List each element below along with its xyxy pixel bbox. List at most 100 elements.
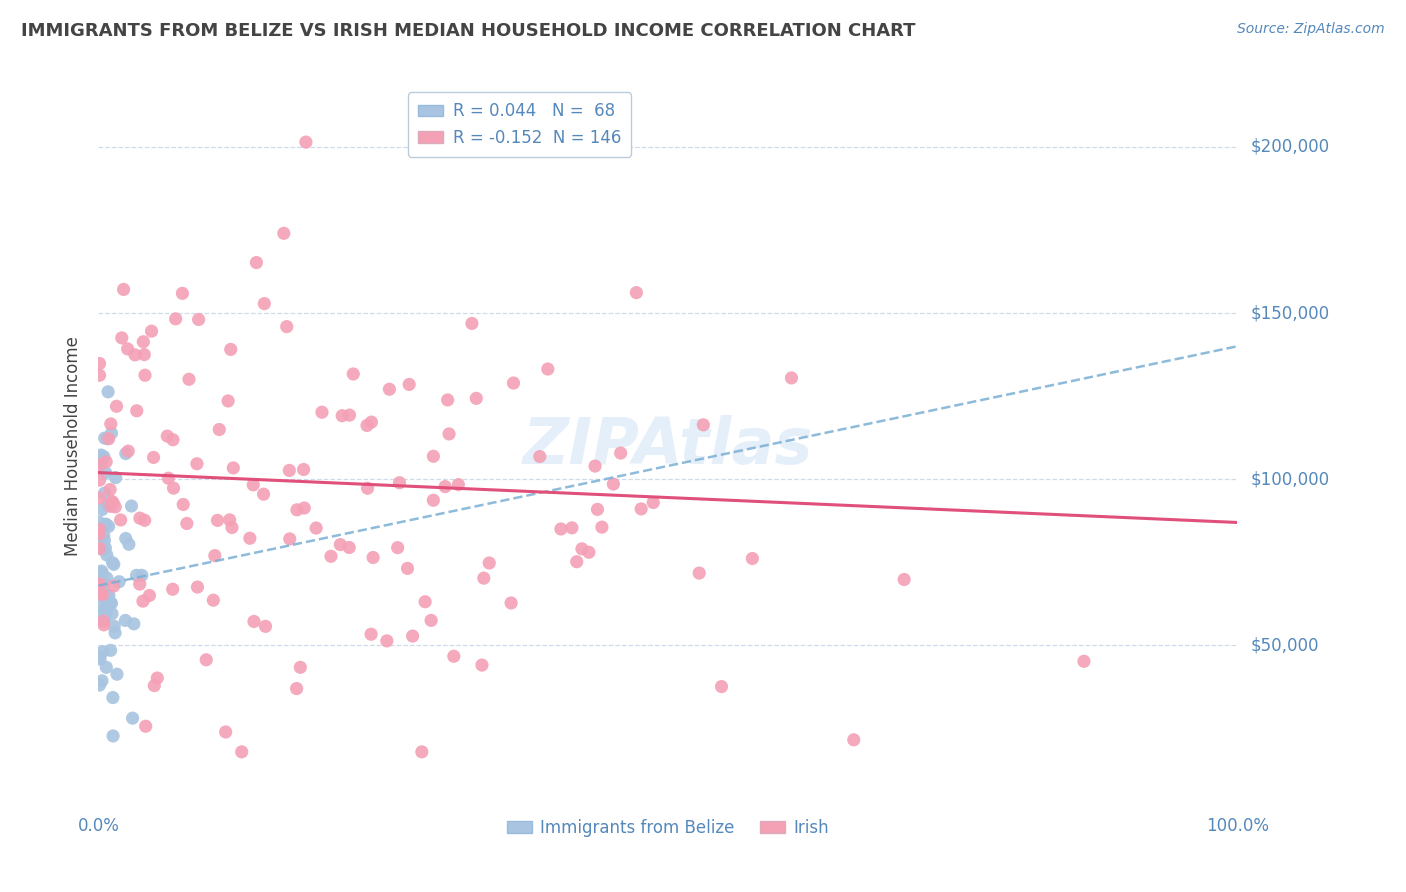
Point (89, 599, 111, 614)
Point (97, 519, 120, 533)
Point (688, 566, 710, 580)
Point (117, 342, 139, 356)
Point (90, 587, 112, 601)
Point (93, 543, 115, 558)
Point (94, 517, 117, 532)
Point (91, 588, 114, 602)
Point (90, 448, 112, 462)
Point (472, 571, 495, 585)
Point (122, 616, 145, 631)
Point (339, 408, 361, 422)
Point (97, 588, 120, 602)
Point (87, 515, 110, 529)
Point (176, 516, 198, 531)
Point (186, 580, 208, 594)
Point (100, 500, 122, 514)
Point (96, 455, 118, 469)
Point (125, 568, 148, 582)
Point (93, 486, 115, 500)
Point (252, 487, 274, 501)
Point (162, 481, 184, 495)
Point (135, 719, 157, 733)
Point (101, 690, 124, 705)
Point (96, 589, 118, 603)
Point (91, 645, 114, 659)
Point (162, 433, 184, 447)
Point (420, 614, 443, 628)
Point (177, 372, 200, 386)
Point (329, 538, 352, 552)
Point (89, 577, 111, 591)
Point (103, 579, 125, 593)
Point (89, 649, 111, 664)
Point (105, 667, 128, 681)
Point (375, 633, 398, 648)
Point (156, 429, 179, 443)
Point (89, 583, 111, 598)
Point (842, 732, 865, 747)
Text: $150,000: $150,000 (1251, 304, 1330, 322)
Point (101, 494, 124, 508)
Point (91, 673, 114, 688)
Point (100, 596, 122, 610)
Text: ZIPAtlas: ZIPAtlas (523, 415, 813, 477)
Point (360, 627, 382, 641)
Point (100, 426, 122, 441)
Point (411, 745, 433, 759)
Point (131, 568, 153, 582)
Point (93, 533, 115, 548)
Point (356, 418, 378, 433)
Point (221, 520, 243, 534)
Point (356, 481, 378, 495)
Point (111, 331, 134, 345)
Point (114, 614, 136, 628)
Point (243, 615, 266, 629)
Point (89, 578, 111, 592)
Point (96, 571, 118, 585)
Point (893, 573, 915, 587)
Point (290, 660, 312, 674)
Point (114, 446, 136, 460)
Point (443, 649, 465, 664)
Point (388, 475, 411, 490)
Point (93, 614, 115, 628)
Point (97, 432, 120, 446)
Point (165, 311, 187, 326)
Point (305, 521, 328, 535)
Point (273, 227, 295, 241)
Point (285, 503, 308, 517)
Point (142, 450, 165, 465)
Point (529, 450, 551, 464)
Point (157, 471, 180, 485)
Point (104, 500, 127, 514)
Point (461, 317, 484, 331)
Point (1073, 654, 1095, 668)
Point (90, 450, 112, 465)
Point (93, 618, 115, 632)
Point (465, 392, 488, 406)
Point (90, 520, 112, 534)
Point (94, 466, 117, 480)
Point (602, 477, 624, 491)
Text: IMMIGRANTS FROM BELIZE VS IRISH MEDIAN HOUSEHOLD INCOME CORRELATION CHART: IMMIGRANTS FROM BELIZE VS IRISH MEDIAN H… (21, 22, 915, 40)
Point (89, 527, 111, 541)
Point (89, 491, 111, 505)
Point (108, 574, 131, 589)
Point (114, 532, 136, 546)
Point (162, 582, 184, 597)
Point (292, 462, 315, 476)
Point (253, 296, 276, 310)
Point (278, 463, 301, 477)
Point (89, 368, 111, 383)
Point (583, 458, 606, 473)
Point (125, 404, 148, 418)
Point (378, 382, 401, 396)
Text: Source: ZipAtlas.com: Source: ZipAtlas.com (1237, 22, 1385, 37)
Point (104, 470, 127, 484)
Point (471, 658, 494, 673)
Point (219, 343, 242, 357)
Point (89, 357, 111, 371)
Point (132, 334, 155, 349)
Point (436, 392, 458, 407)
Point (117, 444, 139, 458)
